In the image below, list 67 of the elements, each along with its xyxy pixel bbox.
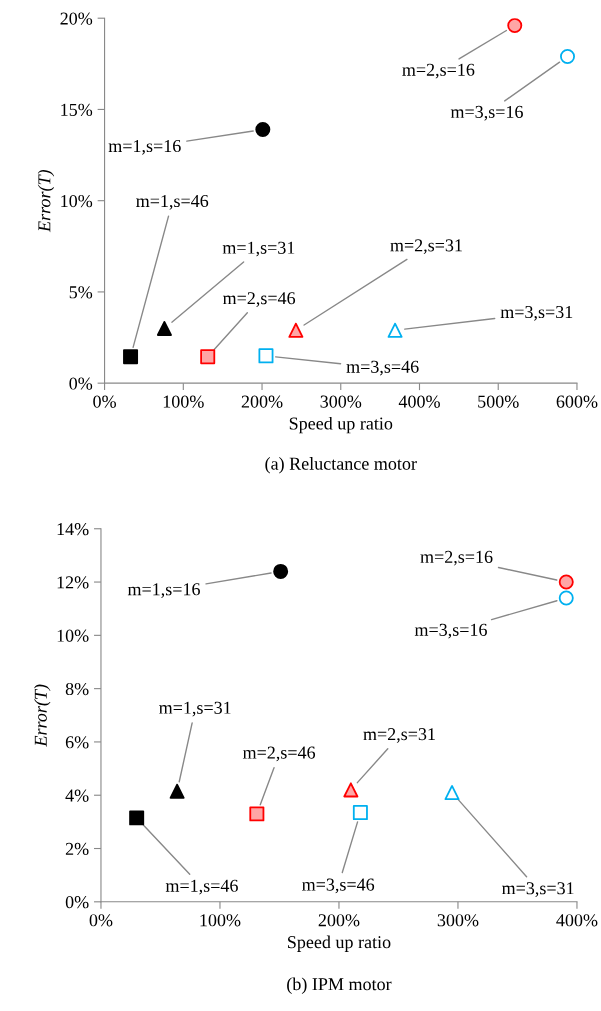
text: m=2,s=46 xyxy=(242,746,316,762)
text: m=3,s=16 xyxy=(450,105,523,121)
y-axis-title: Error(T) xyxy=(37,169,55,233)
point xyxy=(558,590,574,606)
y-axis-title: Error(T) xyxy=(34,684,51,747)
point xyxy=(387,322,403,338)
x-tick-label: 300% xyxy=(320,395,362,408)
point xyxy=(273,563,289,579)
x-tick-label: 0% xyxy=(89,914,113,927)
text: m=1,s=16 xyxy=(127,583,200,598)
y-tick-label: 20% xyxy=(60,12,93,25)
x-tick-label: 400% xyxy=(398,395,440,408)
y-tick-label: 15% xyxy=(61,103,93,116)
text: m=2,s=31 xyxy=(363,728,435,743)
text: m=2,s=16 xyxy=(420,550,493,566)
y-tick-label: 8% xyxy=(65,682,89,696)
text: m=1,s=46 xyxy=(165,879,238,895)
point xyxy=(169,783,185,799)
text: m=3,s=16 xyxy=(414,623,487,639)
text: m=3,s=31 xyxy=(500,305,573,321)
x-axis-title: Speed up ratio xyxy=(289,416,393,434)
text: m=3,s=31 xyxy=(501,882,574,897)
y-tick-label: 10% xyxy=(61,194,93,208)
point xyxy=(200,349,216,365)
x-tick-label: 500% xyxy=(478,395,519,408)
x-axis-title: Speed up ratio xyxy=(288,935,391,952)
text: m=1,s=16 xyxy=(108,139,181,155)
point xyxy=(249,806,265,822)
point xyxy=(129,810,145,826)
text: m=3,s=46 xyxy=(346,360,419,376)
point xyxy=(288,322,304,338)
y-tick-label: 6% xyxy=(65,736,89,749)
text: (a) Reluctance motor xyxy=(265,457,417,474)
point xyxy=(255,122,271,138)
x-tick-label: 300% xyxy=(437,914,479,927)
text: m=1,s=31 xyxy=(222,241,295,257)
y-tick-label: 2% xyxy=(65,842,89,856)
point xyxy=(507,18,523,33)
point xyxy=(558,574,574,590)
text: m=2,s=46 xyxy=(222,292,296,307)
y-tick-label: 0% xyxy=(65,896,89,909)
y-tick-label: 5% xyxy=(69,286,93,299)
x-tick-label: 200% xyxy=(318,914,360,927)
x-tick-label: 0% xyxy=(93,395,116,408)
x-tick-label: 600% xyxy=(556,395,598,408)
point xyxy=(352,805,368,821)
point xyxy=(123,349,139,365)
y-tick-label: 0% xyxy=(69,377,93,390)
text: m=2,s=31 xyxy=(390,239,462,255)
point xyxy=(258,348,274,364)
y-tick-label: 4% xyxy=(65,789,89,802)
point xyxy=(343,782,359,798)
text: m=1,s=31 xyxy=(159,701,231,717)
x-tick-label: 100% xyxy=(163,395,204,408)
point xyxy=(560,49,576,65)
text: m=2,s=16 xyxy=(402,63,475,79)
text: (b) IPM motor xyxy=(287,977,392,994)
point xyxy=(156,320,172,336)
x-tick-label: 400% xyxy=(556,914,598,927)
y-tick-label: 14% xyxy=(57,523,89,536)
x-tick-label: 100% xyxy=(200,914,241,927)
x-tick-label: 200% xyxy=(241,395,283,408)
y-tick-label: 12% xyxy=(57,576,89,589)
point xyxy=(444,785,460,801)
y-tick-label: 10% xyxy=(57,629,89,642)
text: m=3,s=46 xyxy=(302,878,375,894)
text: m=1,s=46 xyxy=(136,194,209,210)
